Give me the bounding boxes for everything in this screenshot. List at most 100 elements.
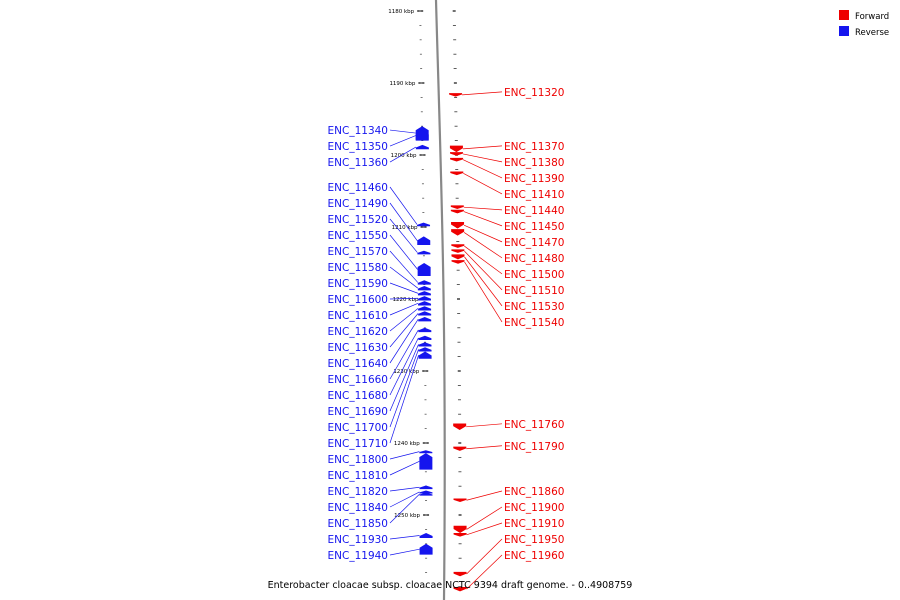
gene-label[interactable]: ENC_11360: [328, 157, 388, 169]
gene-label[interactable]: ENC_11910: [504, 518, 564, 530]
gene-leader-line: [389, 218, 418, 253]
gene-label[interactable]: ENC_11320: [504, 87, 564, 99]
gene-arrow-enc-11660[interactable]: [418, 327, 432, 333]
gene-label[interactable]: ENC_11630: [328, 342, 388, 354]
gene-label[interactable]: ENC_11370: [504, 141, 564, 153]
gene-label[interactable]: ENC_11570: [328, 246, 388, 258]
gene-leader-line: [389, 491, 420, 508]
gene-label[interactable]: ENC_11410: [504, 189, 564, 201]
gene-arrow-enc-11860[interactable]: [453, 498, 467, 503]
gene-label[interactable]: ENC_11680: [328, 390, 388, 402]
gene-arrow-enc-11600[interactable]: [417, 296, 431, 301]
gene-arrow-enc-11460[interactable]: [417, 222, 431, 227]
gene-arrow-enc-11900[interactable]: [453, 525, 467, 533]
gene-label[interactable]: ENC_11860: [504, 486, 564, 498]
gene-arrow-enc-11630[interactable]: [418, 311, 432, 316]
gene-label[interactable]: ENC_11700: [328, 422, 388, 434]
gene-label[interactable]: ENC_11390: [504, 173, 564, 185]
gene-label[interactable]: ENC_11470: [504, 237, 564, 249]
gene-arrow-enc-11490[interactable]: [417, 236, 431, 245]
gene-label[interactable]: ENC_11510: [504, 285, 564, 297]
gene-label[interactable]: ENC_11340: [328, 125, 388, 137]
gene-label[interactable]: ENC_11960: [504, 550, 564, 562]
gene-arrow-enc-11800[interactable]: [419, 450, 433, 454]
gene-arrow-enc-11620[interactable]: [418, 306, 432, 311]
gene-label[interactable]: ENC_11380: [504, 157, 564, 169]
gene-label[interactable]: ENC_11790: [504, 441, 564, 453]
gene-label[interactable]: ENC_11900: [504, 502, 564, 514]
gene-label[interactable]: ENC_11520: [328, 214, 388, 226]
gene-label[interactable]: ENC_11550: [328, 230, 388, 242]
gene-arrow-enc-11590[interactable]: [417, 291, 431, 296]
gene-label[interactable]: ENC_11540: [504, 317, 564, 329]
gene-arrow-enc-11350[interactable]: [415, 130, 429, 141]
gene-arrow-enc-11370[interactable]: [449, 145, 463, 153]
gene-arrow-enc-11530[interactable]: [451, 254, 465, 260]
gene-leader-line: [464, 261, 503, 323]
gene-label[interactable]: ENC_11930: [328, 534, 388, 546]
gene-label[interactable]: ENC_11590: [328, 278, 388, 290]
gene-label[interactable]: ENC_11450: [504, 221, 564, 233]
gene-label[interactable]: ENC_11460: [328, 182, 388, 194]
gene-arrow-enc-11540[interactable]: [451, 260, 465, 264]
gene-label[interactable]: ENC_11820: [328, 486, 388, 498]
gene-arrow-enc-11470[interactable]: [451, 221, 465, 229]
gene-label[interactable]: ENC_11840: [328, 502, 388, 514]
gene-arrow-enc-11850[interactable]: [419, 492, 433, 496]
gene-arrow-enc-11700[interactable]: [418, 347, 432, 352]
gene-arrow-enc-11570[interactable]: [417, 280, 431, 285]
gene-arrow-enc-11930[interactable]: [419, 533, 433, 539]
gene-label[interactable]: ENC_11710: [328, 438, 388, 450]
gene-arrow-enc-11580[interactable]: [417, 286, 431, 291]
gene-arrow-enc-11380[interactable]: [449, 152, 463, 156]
gene-arrow-enc-11550[interactable]: [417, 263, 431, 276]
reverse-genes[interactable]: ENC_11340 ENC_11350 ENC_11360 ENC_11460 ENC_…: [328, 125, 433, 562]
gene-label[interactable]: ENC_11660: [328, 374, 388, 386]
gene-arrow-enc-11440[interactable]: [450, 205, 464, 209]
gene-arrow-enc-11810[interactable]: [419, 453, 433, 470]
gene-label[interactable]: ENC_11850: [328, 518, 388, 530]
gene-arrow-enc-11390[interactable]: [450, 157, 464, 162]
gene-arrow-enc-11820[interactable]: [419, 485, 433, 490]
gene-arrow-enc-11450[interactable]: [450, 209, 464, 214]
gene-arrow-enc-11480[interactable]: [451, 229, 465, 236]
gene-arrow-enc-11520[interactable]: [417, 250, 431, 255]
gene-arrow-enc-11320[interactable]: [449, 93, 463, 97]
gene-arrow-enc-11710[interactable]: [418, 351, 432, 359]
gene-arrow-enc-11910[interactable]: [453, 533, 467, 537]
gene-arrow-enc-11950[interactable]: [453, 571, 467, 577]
gene-arrow-enc-11840[interactable]: [419, 490, 433, 494]
gene-arrow-enc-11940[interactable]: [419, 543, 433, 555]
gene-arrow-enc-11680[interactable]: [418, 335, 432, 341]
gene-arrow-enc-11610[interactable]: [418, 301, 432, 306]
gene-label[interactable]: ENC_11950: [504, 534, 564, 546]
gene-label[interactable]: ENC_11480: [504, 253, 564, 265]
genome-caption: Enterobacter cloacae subsp. cloacae NCTC…: [268, 580, 633, 591]
gene-label[interactable]: ENC_11760: [504, 419, 564, 431]
gene-label[interactable]: ENC_11440: [504, 205, 564, 217]
forward-genes[interactable]: ENC_11320 ENC_11370 ENC_11380 ENC_11390 ENC_…: [449, 87, 564, 592]
gene-arrow-enc-11410[interactable]: [450, 171, 464, 176]
gene-label[interactable]: ENC_11500: [504, 269, 564, 281]
gene-label[interactable]: ENC_11940: [328, 550, 388, 562]
gene-arrow-enc-11640[interactable]: [418, 317, 432, 322]
gene-label[interactable]: ENC_11490: [328, 198, 388, 210]
gene-arrow-enc-11790[interactable]: [453, 446, 467, 451]
gene-label[interactable]: ENC_11640: [328, 358, 388, 370]
gene-label[interactable]: ENC_11350: [328, 141, 388, 153]
gene-label[interactable]: ENC_11530: [504, 301, 564, 313]
gene-leader-line: [389, 129, 416, 134]
gene-label[interactable]: ENC_11690: [328, 406, 388, 418]
gene-arrow-enc-11760[interactable]: [453, 423, 467, 431]
gene-arrow-enc-11360[interactable]: [415, 144, 429, 150]
gene-label[interactable]: ENC_11810: [328, 470, 388, 482]
gene-label[interactable]: ENC_11610: [328, 310, 388, 322]
gene-arrow-enc-11690[interactable]: [418, 342, 432, 347]
gene-label[interactable]: ENC_11620: [328, 326, 388, 338]
gene-label[interactable]: ENC_11580: [328, 262, 388, 274]
gene-arrow-enc-11500[interactable]: [451, 244, 465, 248]
gene-label[interactable]: ENC_11800: [328, 454, 388, 466]
gene-arrow-enc-11960[interactable]: [453, 587, 467, 592]
gene-label[interactable]: ENC_11600: [328, 294, 388, 306]
gene-arrow-enc-11510[interactable]: [451, 249, 465, 253]
